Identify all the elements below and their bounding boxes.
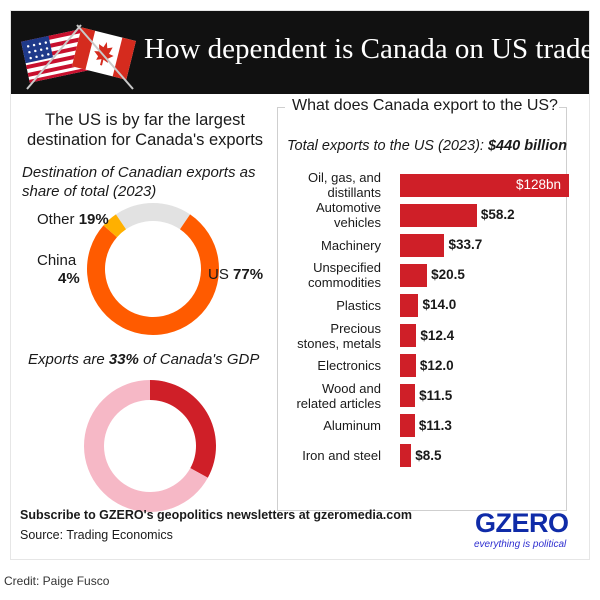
bar [400,233,445,257]
header-bar: How dependent is Canada on US trade? [11,11,600,94]
donut-label-china-name: China [37,252,77,269]
bar-category-label: Machinery [321,237,381,253]
right-heading: What does Canada export to the US? [292,97,558,115]
subscribe-text: Subscribe to GZERO's geopolitics newslet… [20,508,412,522]
bar [400,414,415,438]
bar [400,203,477,227]
bar-value-label: $12.4 [420,327,455,343]
donut-slice-other [115,203,191,230]
donut-label-us: US 77% [208,266,264,283]
right-panel-border-top-right [559,107,567,108]
bar-value-label: $58.2 [480,207,515,223]
donut-label-china-pct: 4% [58,270,80,287]
gzero-tagline: everything is political [474,539,567,550]
bar-value-label: $14.0 [422,297,457,313]
right-panel-border [277,107,567,511]
donut1-title: Destination of Canadian exports as share… [22,164,256,200]
bar-value-label: $33.7 [448,237,483,253]
right-panel-border-top-left [277,107,285,108]
us-canada-flags-icon [21,24,136,90]
left-heading: The US is by far the largest destination… [26,111,264,149]
donut-slice-exports [150,380,217,478]
source-text: Source: Trading Economics [20,528,173,542]
bar-category-label: Wood and related articles [296,380,381,411]
donut-label-other: Other 19% [37,211,109,228]
bar-category-label: Electronics [317,358,381,374]
destination-donut-chart [87,203,219,335]
donut2-title: Exports are 33% of Canada's GDP [28,351,260,368]
bar [400,354,416,378]
bar-category-label: Precious stones, metals [297,320,381,351]
bar-category-label: Unspecified commodities [308,260,381,291]
gzero-logo: GZERO [475,508,569,538]
donut-slice-china [103,214,127,238]
bar [400,173,569,197]
bar [400,263,428,287]
bar-value-label: $8.5 [415,447,442,463]
bar-category-label: Automotive vehicles [315,200,381,231]
donut-slice-us [87,214,219,335]
bar-value-label: $12.0 [419,357,454,373]
bar-category-label: Plastics [336,297,381,313]
bar-value-label: $128bn [516,177,562,192]
credit-text: Credit: Paige Fusco [4,574,110,588]
bar [400,444,412,468]
bar-category-label: Iron and steel [302,448,381,464]
bar [400,293,419,317]
bar-category-label: Aluminum [323,418,381,434]
bar-value-label: $11.3 [418,417,452,433]
gdp-donut-chart [84,380,217,512]
donut-slice-rest-of-gdp [84,380,208,512]
total-exports: Total exports to the US (2023): $440 bil… [287,138,567,154]
bar-value-label: $11.5 [419,387,453,403]
bar-category-label: Oil, gas, and distillants [308,170,381,200]
bar [400,324,417,347]
page-title: How dependent is Canada on US trade? [144,33,600,65]
bar-value-label: $20.5 [431,267,465,283]
bar [400,384,416,408]
